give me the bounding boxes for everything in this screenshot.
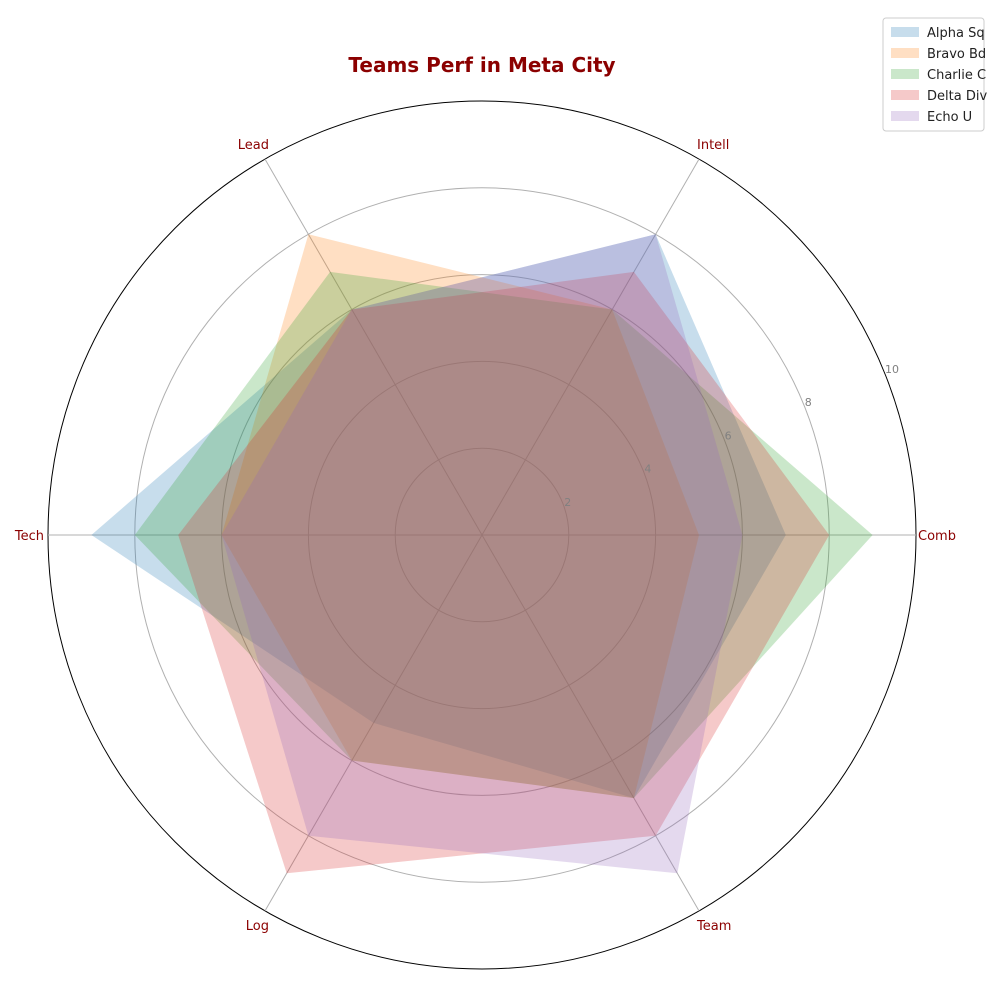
spoke-line [264,534,483,912]
spoke-line [481,534,700,912]
legend-swatch [891,27,919,37]
legend-entry: Echo U [927,110,972,125]
radar-grid [47,100,917,970]
axis-label: Team [696,919,731,934]
axis-label: Tech [14,529,44,544]
radial-tick-labels: 2 4 6 8 10 [564,363,899,509]
legend-swatch [891,48,919,58]
legend-swatch [891,111,919,121]
legend-entry: Bravo Bd [927,47,986,62]
radial-tick-label: 10 [885,363,899,376]
series-area-alpha-sq [91,234,786,799]
radial-tick-label: 8 [805,396,812,409]
legend-swatch [891,90,919,100]
radial-tick-label: 2 [564,496,571,509]
spoke-line [481,158,700,536]
series-layer [91,234,873,874]
axis-label: Comb [918,529,956,544]
series-area-charlie-c [134,271,873,799]
legend-entry: Delta Div [927,89,987,104]
legend-entry: Alpha Sq [927,26,985,41]
legend: Alpha Sq Bravo Bd Charlie C Delta Div Echo U [882,17,987,132]
legend-swatch [891,69,919,79]
spoke-line [264,158,483,536]
chart-title: Teams Perf in Meta City [348,53,615,77]
radial-tick-label: 4 [644,463,651,476]
axis-labels: Comb Intell Lead Tech Log Team [14,138,956,934]
series-area-bravo-bd [221,234,699,799]
axis-label: Lead [238,138,269,153]
series-area-delta-div [178,271,830,874]
series-area-echo-u [221,234,743,874]
radial-tick-label: 6 [725,429,732,442]
axis-label: Log [246,919,269,934]
axis-label: Intell [697,138,729,153]
legend-frame [882,17,985,132]
legend-entry: Charlie C [927,68,986,83]
